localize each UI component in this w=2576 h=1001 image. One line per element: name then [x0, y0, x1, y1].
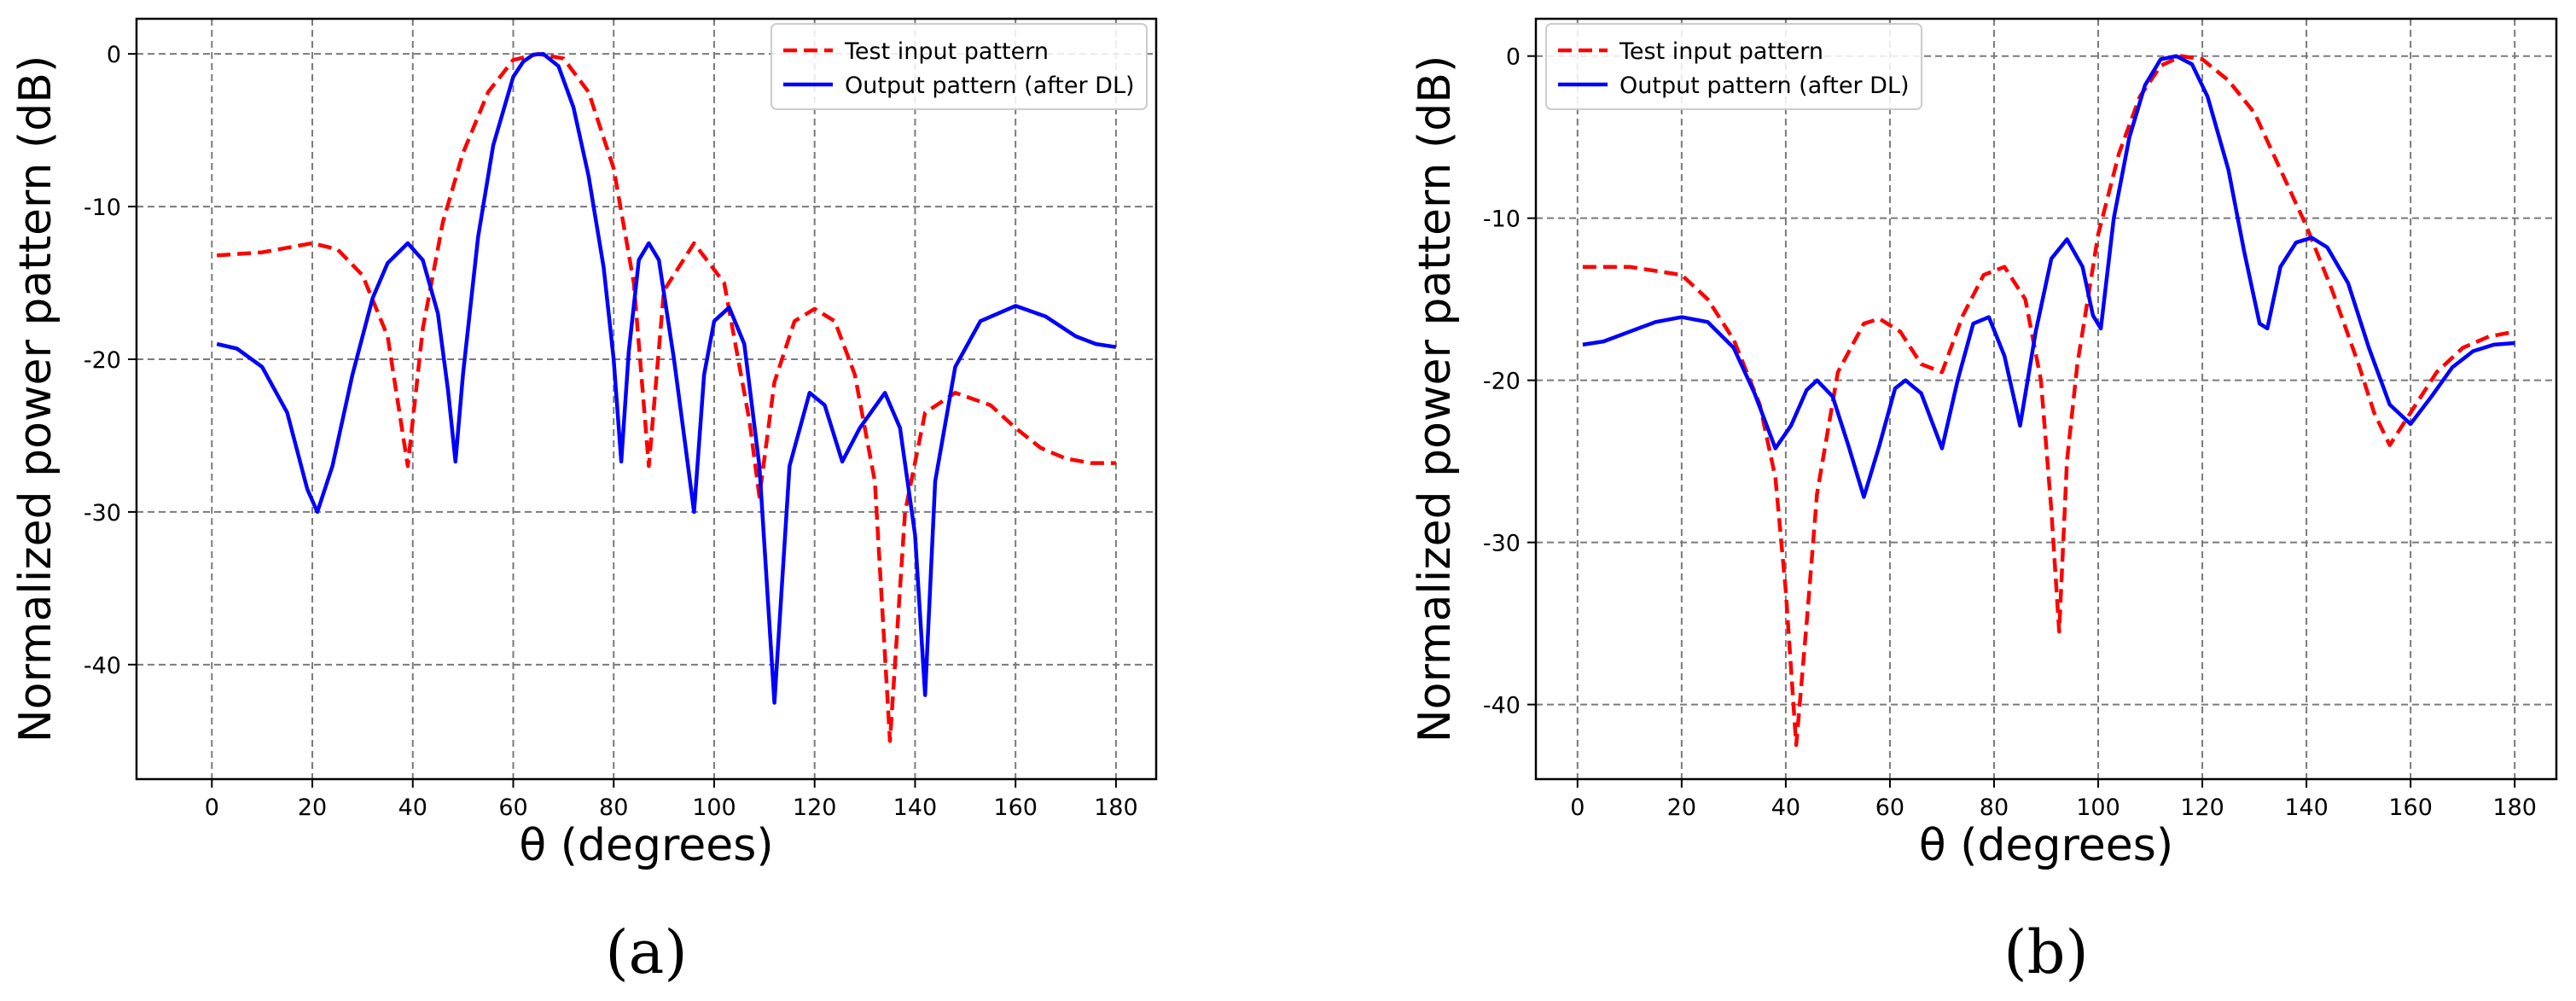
x-tick-label: 100: [2076, 794, 2120, 821]
x-tick-label: 160: [993, 794, 1038, 821]
series-line-output: [216, 51, 1117, 705]
y-tick-label: -20: [1483, 369, 1521, 395]
x-tick-label: 80: [599, 794, 628, 821]
y-tick-label: -20: [84, 347, 121, 374]
y-tick-label: -40: [1483, 693, 1521, 719]
y-axis-title: Normalized power pattern (dB): [1410, 55, 1461, 743]
legend-label-output: Output pattern (after DL): [1619, 73, 1910, 99]
panel-label: (a): [605, 917, 687, 987]
legend-box: [770, 23, 1148, 110]
legend-box: [1545, 23, 1922, 110]
y-tick-label: -10: [1483, 207, 1521, 233]
y-tick-label: -10: [84, 195, 121, 221]
chart-a: 0 20 40 60 80 100 120 140 160 180 0 -10 -20 -30 -40 θ (…: [10, 17, 1158, 987]
legend: Test input pattern Output pattern (after …: [770, 23, 1148, 110]
x-tick-label: 160: [2388, 794, 2433, 821]
legend-label-output: Output pattern (after DL): [845, 73, 1135, 99]
x-tick-label: 100: [692, 794, 736, 821]
y-tick-label: -40: [84, 653, 121, 679]
y-tick-label: 0: [107, 42, 121, 68]
x-tick-label: 40: [1771, 794, 1800, 821]
x-tick-label: 140: [2284, 794, 2329, 821]
x-tick-label: 0: [205, 794, 219, 821]
chart-b: 0 20 40 60 80 100 120 140 160 180 0 -10 -20 -30 -40 θ (…: [1410, 17, 2558, 987]
legend-label-test-input: Test input pattern: [1619, 38, 1823, 65]
x-tick-label: 20: [1667, 794, 1696, 821]
axes-frame: [135, 17, 1158, 781]
y-tick-label: -30: [84, 500, 121, 527]
x-axis-title: θ (degrees): [519, 820, 773, 871]
legend-label-test-input: Test input pattern: [844, 38, 1049, 65]
y-tick-label: 0: [1506, 44, 1521, 71]
axes-frame: [1534, 17, 2558, 781]
series-line-test-input: [217, 51, 1116, 743]
x-tick-label: 180: [2492, 794, 2537, 821]
x-tick-label: 0: [1570, 794, 1585, 821]
y-axis-title: Normalized power pattern (dB): [10, 55, 61, 743]
x-axis-title: θ (degrees): [1919, 820, 2173, 871]
panel-label: (b): [2003, 917, 2088, 987]
x-tick-label: 180: [1094, 794, 1138, 821]
x-tick-label: 60: [1875, 794, 1904, 821]
x-tick-label: 140: [893, 794, 938, 821]
x-tick-label: 20: [298, 794, 327, 821]
y-tick-label: -30: [1483, 531, 1521, 557]
x-tick-label: 60: [498, 794, 527, 821]
x-tick-label: 40: [398, 794, 427, 821]
series-line-test-input: [1582, 54, 2515, 748]
x-tick-label: 120: [2180, 794, 2224, 821]
x-tick-label: 80: [1980, 794, 2009, 821]
legend: Test input pattern Output pattern (after …: [1545, 23, 1922, 110]
series-line-output: [1582, 54, 2515, 499]
x-tick-label: 120: [793, 794, 837, 821]
